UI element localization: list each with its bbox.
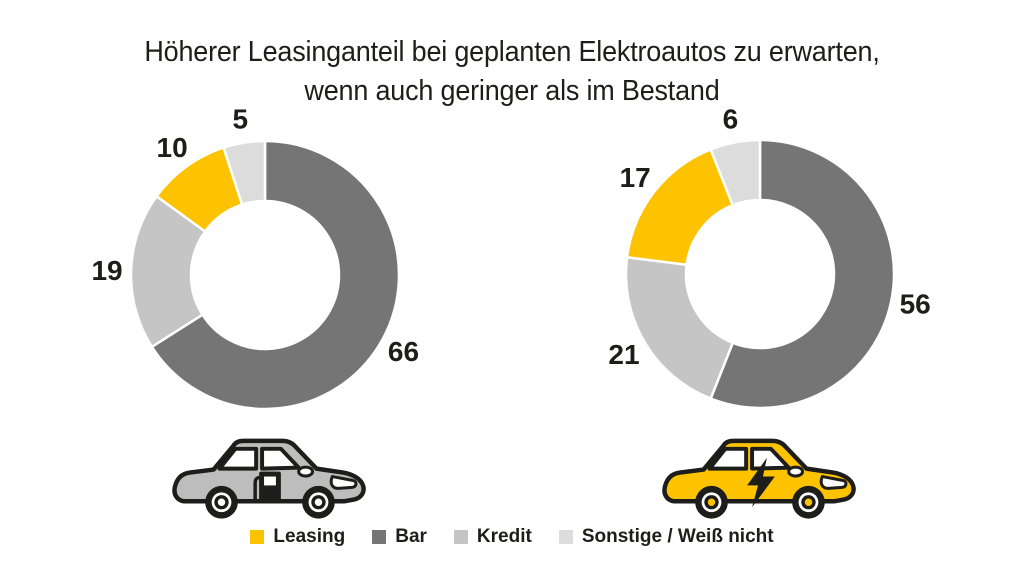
electric-car-icon: [662, 438, 856, 519]
car-front-wheel: [302, 485, 335, 519]
segment-value-label: 19: [91, 255, 122, 286]
legend-item-sonstige-wei-nicht: Sonstige / Weiß nicht: [558, 526, 774, 548]
car-mirror: [297, 465, 315, 478]
segment-value-label: 56: [900, 288, 931, 319]
segment-value-label: 6: [723, 104, 739, 135]
segment-value-label: 5: [232, 104, 248, 135]
legend-swatch: [453, 530, 468, 544]
title-line-2: wenn auch geringer als im Bestand: [304, 75, 720, 107]
legend-swatch: [372, 530, 387, 544]
title-line-1: Höherer Leasinganteil bei geplanten Elek…: [144, 36, 880, 68]
legend-label: Leasing: [273, 526, 346, 547]
car-rear-wheel: [695, 485, 728, 519]
car-front-window: [750, 446, 791, 471]
segment-value-label: 17: [620, 162, 651, 193]
segment-value-label: 21: [608, 339, 639, 370]
donut-chart-geplante-elektroautos: 56 21 17 6: [560, 74, 960, 474]
donut-segment-bar: [150, 139, 401, 411]
legend-item-bar: Bar: [372, 526, 427, 548]
legend-label: Sonstige / Weiß nicht: [581, 526, 774, 547]
fuel-pump-icon: [253, 471, 281, 503]
legend-item-leasing: Leasing: [250, 526, 345, 548]
chart-title: Höherer Leasinganteil bei geplanten Elek…: [36, 33, 988, 111]
legend-item-kredit: Kredit: [453, 526, 532, 548]
car-front-window: [260, 446, 301, 471]
car-headlight: [329, 475, 358, 490]
donut-segment-sonstige-wei-nicht: [709, 138, 762, 207]
car-rear-window: [217, 446, 259, 471]
legend-label: Kredit: [476, 526, 532, 547]
car-front-wheel: [792, 485, 825, 519]
segment-value-label: 66: [388, 336, 419, 367]
legend-swatch: [558, 530, 573, 544]
car-rear-wheel: [205, 485, 238, 519]
donut-chart-bestand: 66 19 10 5: [65, 75, 465, 475]
segment-value-label: 10: [157, 132, 188, 163]
lightning-bolt-icon: [747, 457, 775, 508]
car-headlight: [819, 475, 848, 490]
donut-segment-sonstige-wei-nicht: [222, 139, 267, 207]
legend-label: Bar: [395, 526, 427, 547]
donut-segment-kredit: [624, 255, 735, 401]
combustion-car-icon: [172, 438, 366, 519]
donut-segment-bar: [709, 138, 896, 410]
legend-swatch: [250, 530, 265, 544]
car-mirror: [787, 465, 805, 478]
car-rear-window: [707, 446, 749, 471]
chart-legend: Leasing Bar Kredit Sonstige / Weiß nicht: [0, 526, 1024, 548]
